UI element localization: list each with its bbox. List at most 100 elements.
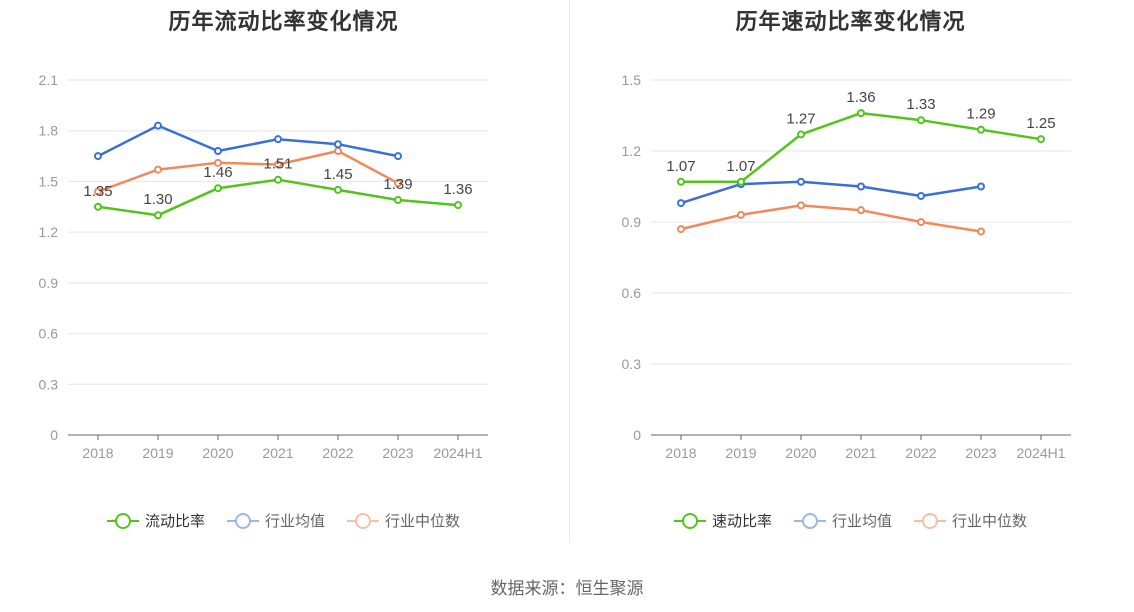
legend-label: 流动比率: [144, 513, 205, 530]
x-tick-label: 2019: [142, 445, 173, 461]
data-point: [94, 187, 102, 196]
y-tick-label: 1.8: [39, 123, 59, 139]
data-point: [334, 147, 342, 155]
data-point: [797, 177, 805, 186]
chart-title: 历年流动比率变化情况: [168, 9, 399, 34]
legend-item-industry-mean[interactable]: 行业均值: [226, 510, 325, 531]
panel-divider: [569, 0, 570, 542]
data-label: 1.27: [786, 110, 815, 127]
data-point: [917, 116, 925, 125]
y-tick-label: 0.9: [39, 275, 59, 291]
data-point: [737, 210, 745, 219]
data-source: 数据来源：恒生聚源: [490, 579, 644, 598]
data-label: 1.46: [203, 164, 232, 181]
legend-label: 速动比率: [711, 513, 772, 530]
data-point: [334, 140, 342, 149]
data-point: [917, 191, 925, 200]
y-tick-label: 0.3: [622, 356, 642, 372]
data-point: [274, 175, 282, 184]
x-tick-label: 2022: [322, 445, 353, 461]
data-point: [274, 135, 282, 144]
data-point: [154, 121, 162, 130]
chart-legend: 速动比率 行业均值 行业中位数: [567, 510, 1134, 531]
x-tick-label: 2019: [725, 445, 756, 461]
y-tick-label: 0.6: [39, 326, 59, 342]
y-tick-label: 0.9: [622, 214, 642, 230]
legend-ring-icon: [793, 512, 826, 529]
data-point: [394, 196, 402, 205]
data-point: [94, 152, 102, 161]
x-tick-label: 2020: [785, 445, 816, 461]
data-point: [677, 225, 685, 234]
series-line: [680, 204, 982, 233]
data-point: [214, 147, 222, 155]
legend-label: 行业中位数: [385, 513, 461, 530]
data-point: [977, 227, 985, 236]
data-label: 1.36: [443, 181, 472, 198]
y-tick-label: 2.1: [39, 72, 59, 88]
data-point: [857, 182, 865, 191]
y-tick-label: 0: [633, 427, 641, 443]
quick-ratio-plot: 0 0.3 0.6 0.9 1.2 1.5 2018 2019 2020 2021 2022 2023…: [622, 72, 1071, 461]
data-point: [737, 177, 745, 186]
data-label: 1.25: [1026, 115, 1055, 132]
data-point: [394, 152, 402, 161]
data-point: [214, 184, 222, 193]
current-ratio-chart: 历年流动比率变化情况 0 0.3 0.6 0.9 1.2 1.5 1.8 2.1 2018 201…: [0, 0, 567, 560]
legend-ring-icon: [226, 512, 259, 529]
legend-item-current-ratio[interactable]: 流动比率: [106, 510, 205, 531]
data-label: 1.07: [726, 158, 755, 175]
series-line: [680, 180, 982, 205]
legend-ring-icon: [673, 512, 706, 529]
data-point: [214, 158, 222, 167]
data-point: [857, 206, 865, 215]
legend-item-industry-mean[interactable]: 行业均值: [793, 510, 892, 531]
data-point: [1037, 135, 1045, 144]
data-point: [797, 201, 805, 210]
legend-label: 行业均值: [831, 513, 892, 530]
legend-ring-icon: [347, 512, 379, 529]
x-tick-label: 2023: [965, 445, 996, 461]
data-point: [154, 211, 162, 220]
data-point: [917, 218, 925, 226]
x-tick-label: 2024H1: [1016, 445, 1065, 461]
current-ratio-plot: 0 0.3 0.6 0.9 1.2 1.5 1.8 2.1 2018 2019 2020 2021 20…: [39, 72, 488, 461]
x-tick-label: 2020: [202, 445, 233, 461]
data-label: 1.39: [383, 176, 412, 193]
y-tick-label: 1.2: [39, 224, 59, 240]
y-tick-label: 1.5: [39, 173, 59, 189]
chart-legend: 流动比率 行业均值 行业中位数: [0, 510, 567, 531]
data-point: [977, 182, 985, 191]
legend-item-industry-median[interactable]: 行业中位数: [347, 510, 460, 531]
data-label: 1.30: [143, 191, 172, 208]
x-tick-label: 2018: [665, 445, 696, 461]
data-point: [274, 160, 282, 169]
legend-item-industry-median[interactable]: 行业中位数: [914, 510, 1027, 531]
series-line: [97, 124, 399, 158]
data-point: [677, 199, 685, 208]
y-tick-label: 1.2: [622, 143, 642, 159]
data-point: [334, 185, 342, 194]
data-point: [797, 130, 805, 139]
quick-ratio-chart: 历年速动比率变化情况 0 0.3 0.6 0.9 1.2 1.5 2018 2019 2020 2…: [567, 0, 1134, 560]
x-tick-label: 2022: [905, 445, 936, 461]
x-tick-label: 2018: [82, 445, 113, 461]
data-label: 1.36: [846, 89, 875, 106]
data-point: [857, 109, 865, 118]
legend-item-quick-ratio[interactable]: 速动比率: [673, 510, 772, 531]
data-point: [394, 179, 402, 188]
y-tick-label: 0.3: [39, 376, 59, 392]
data-point: [454, 201, 462, 210]
x-tick-label: 2021: [845, 445, 876, 461]
data-label: 1.35: [83, 183, 112, 200]
y-tick-label: 0: [50, 427, 58, 443]
legend-ring-icon: [914, 512, 946, 529]
x-tick-label: 2021: [262, 445, 293, 461]
data-label: 1.33: [906, 96, 935, 113]
series-line: [97, 149, 399, 193]
legend-label: 行业均值: [264, 513, 325, 530]
data-label: 1.51: [263, 156, 292, 173]
x-tick-label: 2023: [382, 445, 413, 461]
chart-title: 历年速动比率变化情况: [735, 9, 966, 34]
y-tick-label: 0.6: [622, 285, 642, 301]
